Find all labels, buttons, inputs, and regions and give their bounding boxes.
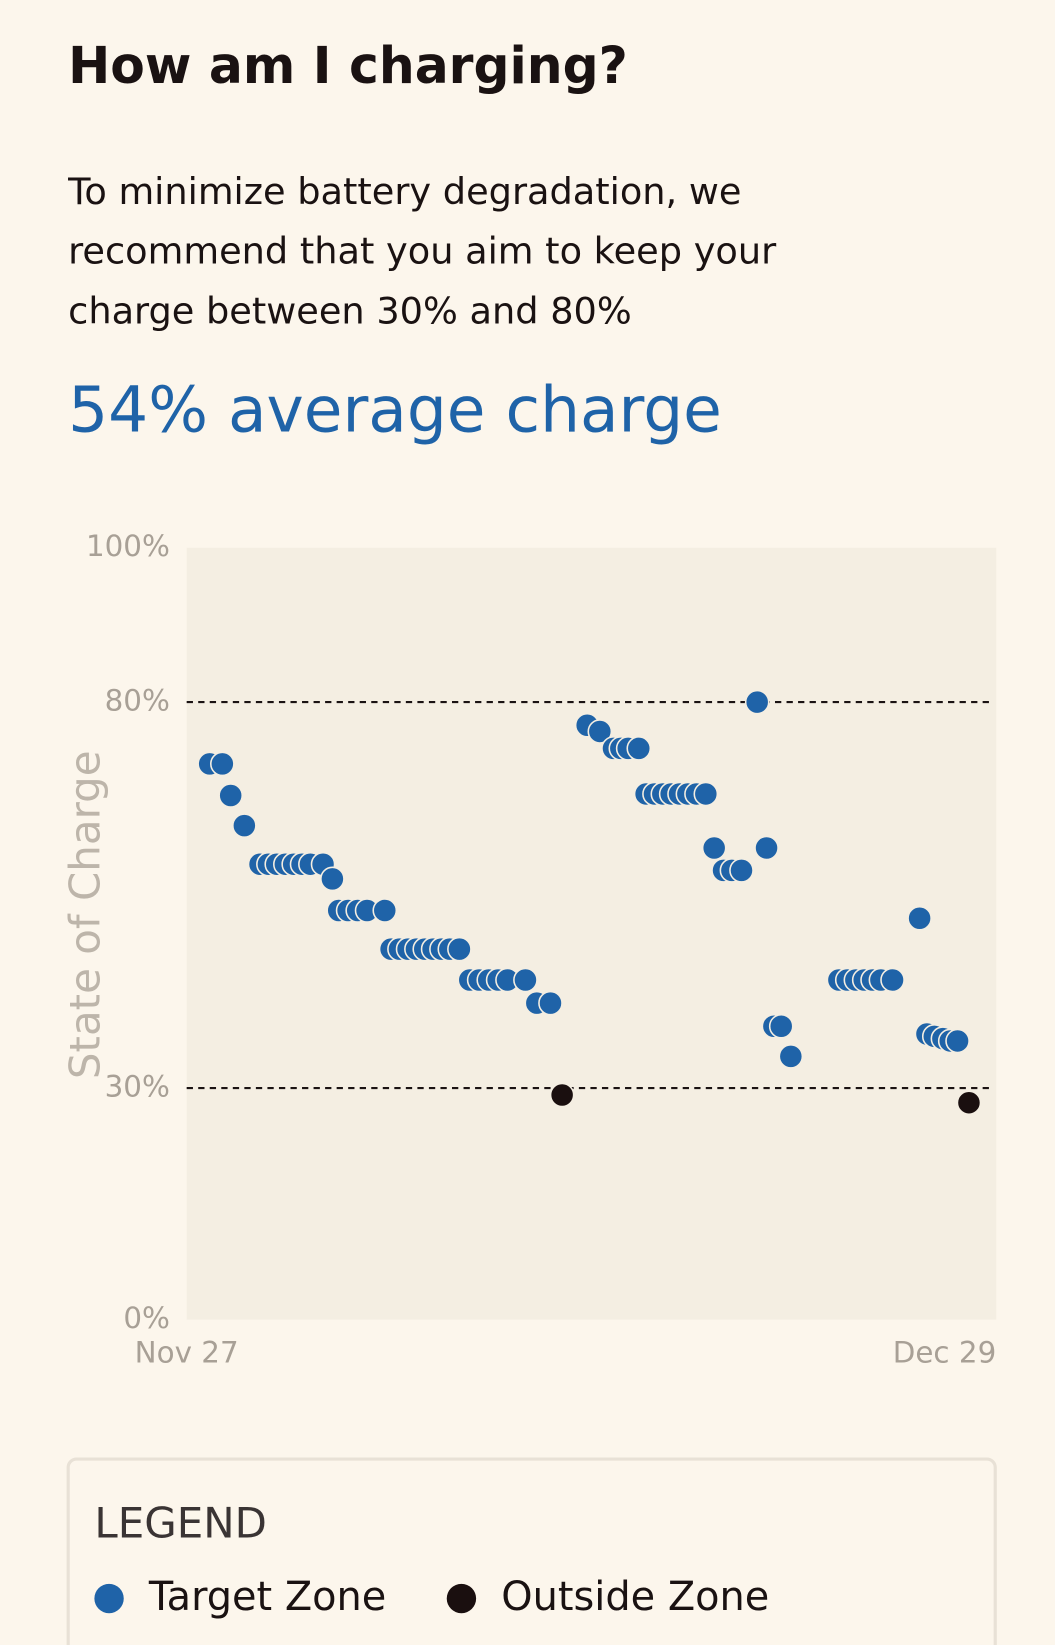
description-line: charge between 30% and 80% (68, 289, 632, 332)
data-point (880, 967, 905, 993)
plot-area (186, 547, 997, 1320)
data-point (945, 1028, 970, 1054)
data-point (549, 1082, 575, 1108)
data-point (701, 835, 727, 861)
data-point (320, 866, 345, 892)
x-tick-label: Dec 29 (893, 1336, 997, 1370)
data-point (626, 736, 652, 761)
data-point (768, 1013, 794, 1039)
data-point (372, 898, 398, 923)
data-point (538, 990, 563, 1016)
data-point (754, 835, 779, 861)
data-point (447, 936, 472, 962)
legend-marker (446, 1583, 477, 1614)
legend-box (66, 1457, 997, 1645)
title: How am I charging? (68, 36, 628, 95)
data-point (210, 751, 235, 777)
summary: 54% average charge (68, 374, 722, 447)
x-tick-label: Nov 27 (135, 1336, 239, 1370)
y-tick-label: 0% (123, 1301, 170, 1335)
data-point (693, 781, 719, 807)
data-point (232, 813, 257, 838)
y-tick-label: 30% (105, 1070, 170, 1104)
description-line: To minimize battery degradation, we (67, 170, 741, 213)
legend-marker (94, 1583, 124, 1614)
chart-layer: 0% 30% 80% 100% Nov 27 Dec 29 Target Zone Outsi… (86, 529, 996, 1620)
data-point (956, 1090, 982, 1116)
legend-label: Target Zone (148, 1574, 386, 1620)
legend-label: Outside Zone (501, 1574, 769, 1620)
legend-title: LEGEND (94, 1499, 267, 1548)
y-tick-label: 100% (86, 529, 170, 563)
data-point (744, 689, 770, 715)
description-line: recommend that you aim to keep your (68, 230, 777, 273)
data-point (587, 719, 613, 744)
y-tick-label: 80% (105, 684, 170, 718)
data-point (778, 1044, 804, 1069)
data-point (907, 905, 932, 931)
data-point (513, 967, 538, 993)
data-point (218, 783, 244, 808)
y-axis-label: State of Charge (61, 750, 110, 1079)
data-point (729, 858, 754, 883)
